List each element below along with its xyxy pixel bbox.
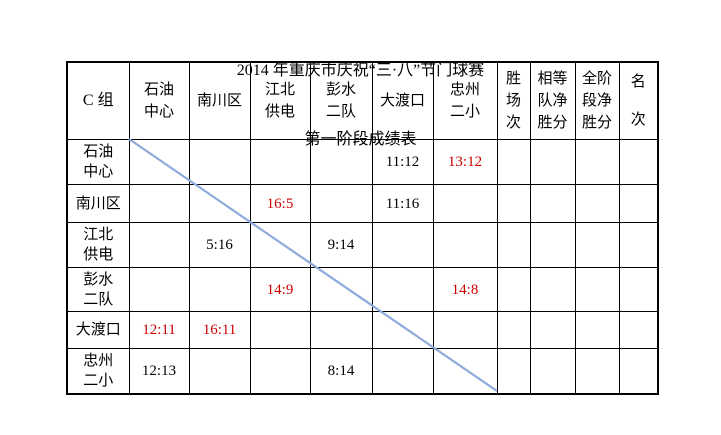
wins-cell bbox=[496, 184, 531, 223]
score-cell bbox=[371, 267, 434, 312]
team-label-cell: 石油 中心 bbox=[66, 139, 130, 185]
score-cell: 12:13 bbox=[128, 348, 190, 394]
score-cell bbox=[432, 348, 498, 394]
score-cell bbox=[432, 311, 498, 349]
team-label-cell: 大渡口 bbox=[66, 311, 130, 349]
group-label-cell: C 组 bbox=[66, 61, 130, 140]
column-header-pengshui-erdui: 彭水 二队 bbox=[309, 61, 373, 140]
rank-cell bbox=[618, 139, 659, 185]
equal-net-points-cell bbox=[529, 311, 576, 349]
column-header-zhongzhou-erxiao: 忠州 二小 bbox=[432, 61, 498, 140]
column-header-full-stage-net-points: 全阶 段净 胜分 bbox=[574, 61, 620, 140]
score-cell: 12:11 bbox=[128, 311, 190, 349]
score-cell: 8:14 bbox=[309, 348, 373, 394]
score-cell bbox=[128, 184, 190, 223]
team-row-nanchuanqu: 南川区 16:5 11:16 bbox=[66, 184, 659, 223]
team-label-cell: 彭水 二队 bbox=[66, 267, 130, 312]
team-label-cell: 忠州 二小 bbox=[66, 348, 130, 394]
score-cell: 14:9 bbox=[249, 267, 311, 312]
score-cell: 16:5 bbox=[249, 184, 311, 223]
equal-net-points-cell bbox=[529, 139, 576, 185]
results-table: C 组 石油 中心 南川区 江北 供电 彭水 二队 大渡口 忠州 二小 胜 场 … bbox=[66, 61, 659, 395]
team-row-zhongzhou-erxiao: 忠州 二小 12:13 8:14 bbox=[66, 348, 659, 394]
score-cell: 9:14 bbox=[309, 222, 373, 268]
score-cell bbox=[188, 348, 251, 394]
score-cell bbox=[188, 139, 251, 185]
score-cell bbox=[128, 139, 190, 185]
score-cell bbox=[371, 311, 434, 349]
score-cell bbox=[371, 222, 434, 268]
score-cell bbox=[128, 267, 190, 312]
full-stage-net-points-cell bbox=[574, 267, 620, 312]
score-cell bbox=[249, 222, 311, 268]
column-header-wins: 胜 场 次 bbox=[496, 61, 531, 140]
score-cell: 16:11 bbox=[188, 311, 251, 349]
score-cell bbox=[249, 139, 311, 185]
column-header-rank: 名 次 bbox=[618, 61, 659, 140]
score-cell: 5:16 bbox=[188, 222, 251, 268]
full-stage-net-points-cell bbox=[574, 348, 620, 394]
score-cell bbox=[371, 348, 434, 394]
score-cell bbox=[188, 184, 251, 223]
column-header-nanchuanqu: 南川区 bbox=[188, 61, 251, 140]
score-cell bbox=[249, 311, 311, 349]
team-row-shiyou-zhongxin: 石油 中心 11:12 13:12 bbox=[66, 139, 659, 185]
score-cell bbox=[309, 184, 373, 223]
team-label-cell: 江北 供电 bbox=[66, 222, 130, 268]
header-row: C 组 石油 中心 南川区 江北 供电 彭水 二队 大渡口 忠州 二小 胜 场 … bbox=[66, 61, 659, 140]
full-stage-net-points-cell bbox=[574, 311, 620, 349]
wins-cell bbox=[496, 348, 531, 394]
score-cell: 11:16 bbox=[371, 184, 434, 223]
team-row-jiangbei-gongdian: 江北 供电 5:16 9:14 bbox=[66, 222, 659, 268]
score-cell bbox=[309, 139, 373, 185]
wins-cell bbox=[496, 139, 531, 185]
score-cell bbox=[128, 222, 190, 268]
column-header-equal-team-net-points: 相等 队净 胜分 bbox=[529, 61, 576, 140]
full-stage-net-points-cell bbox=[574, 139, 620, 185]
equal-net-points-cell bbox=[529, 267, 576, 312]
score-cell bbox=[309, 267, 373, 312]
column-header-dadukou: 大渡口 bbox=[371, 61, 434, 140]
rank-cell bbox=[618, 348, 659, 394]
score-cell: 14:8 bbox=[432, 267, 498, 312]
score-cell bbox=[432, 184, 498, 223]
score-cell: 11:12 bbox=[371, 139, 434, 185]
equal-net-points-cell bbox=[529, 222, 576, 268]
wins-cell bbox=[496, 222, 531, 268]
score-cell bbox=[309, 311, 373, 349]
score-cell bbox=[249, 348, 311, 394]
wins-cell bbox=[496, 267, 531, 312]
column-header-shiyou-zhongxin: 石油 中心 bbox=[128, 61, 190, 140]
score-cell bbox=[188, 267, 251, 312]
equal-net-points-cell bbox=[529, 348, 576, 394]
team-row-pengshui-erdui: 彭水 二队 14:9 14:8 bbox=[66, 267, 659, 312]
full-stage-net-points-cell bbox=[574, 222, 620, 268]
rank-cell bbox=[618, 222, 659, 268]
rank-cell bbox=[618, 184, 659, 223]
wins-cell bbox=[496, 311, 531, 349]
full-stage-net-points-cell bbox=[574, 184, 620, 223]
equal-net-points-cell bbox=[529, 184, 576, 223]
results-table-wrap: C 组 石油 中心 南川区 江北 供电 彭水 二队 大渡口 忠州 二小 胜 场 … bbox=[66, 61, 659, 395]
rank-cell bbox=[618, 267, 659, 312]
rank-cell bbox=[618, 311, 659, 349]
team-label-cell: 南川区 bbox=[66, 184, 130, 223]
team-row-dadukou: 大渡口 12:11 16:11 bbox=[66, 311, 659, 349]
column-header-jiangbei-gongdian: 江北 供电 bbox=[249, 61, 311, 140]
score-cell: 13:12 bbox=[432, 139, 498, 185]
score-cell bbox=[432, 222, 498, 268]
